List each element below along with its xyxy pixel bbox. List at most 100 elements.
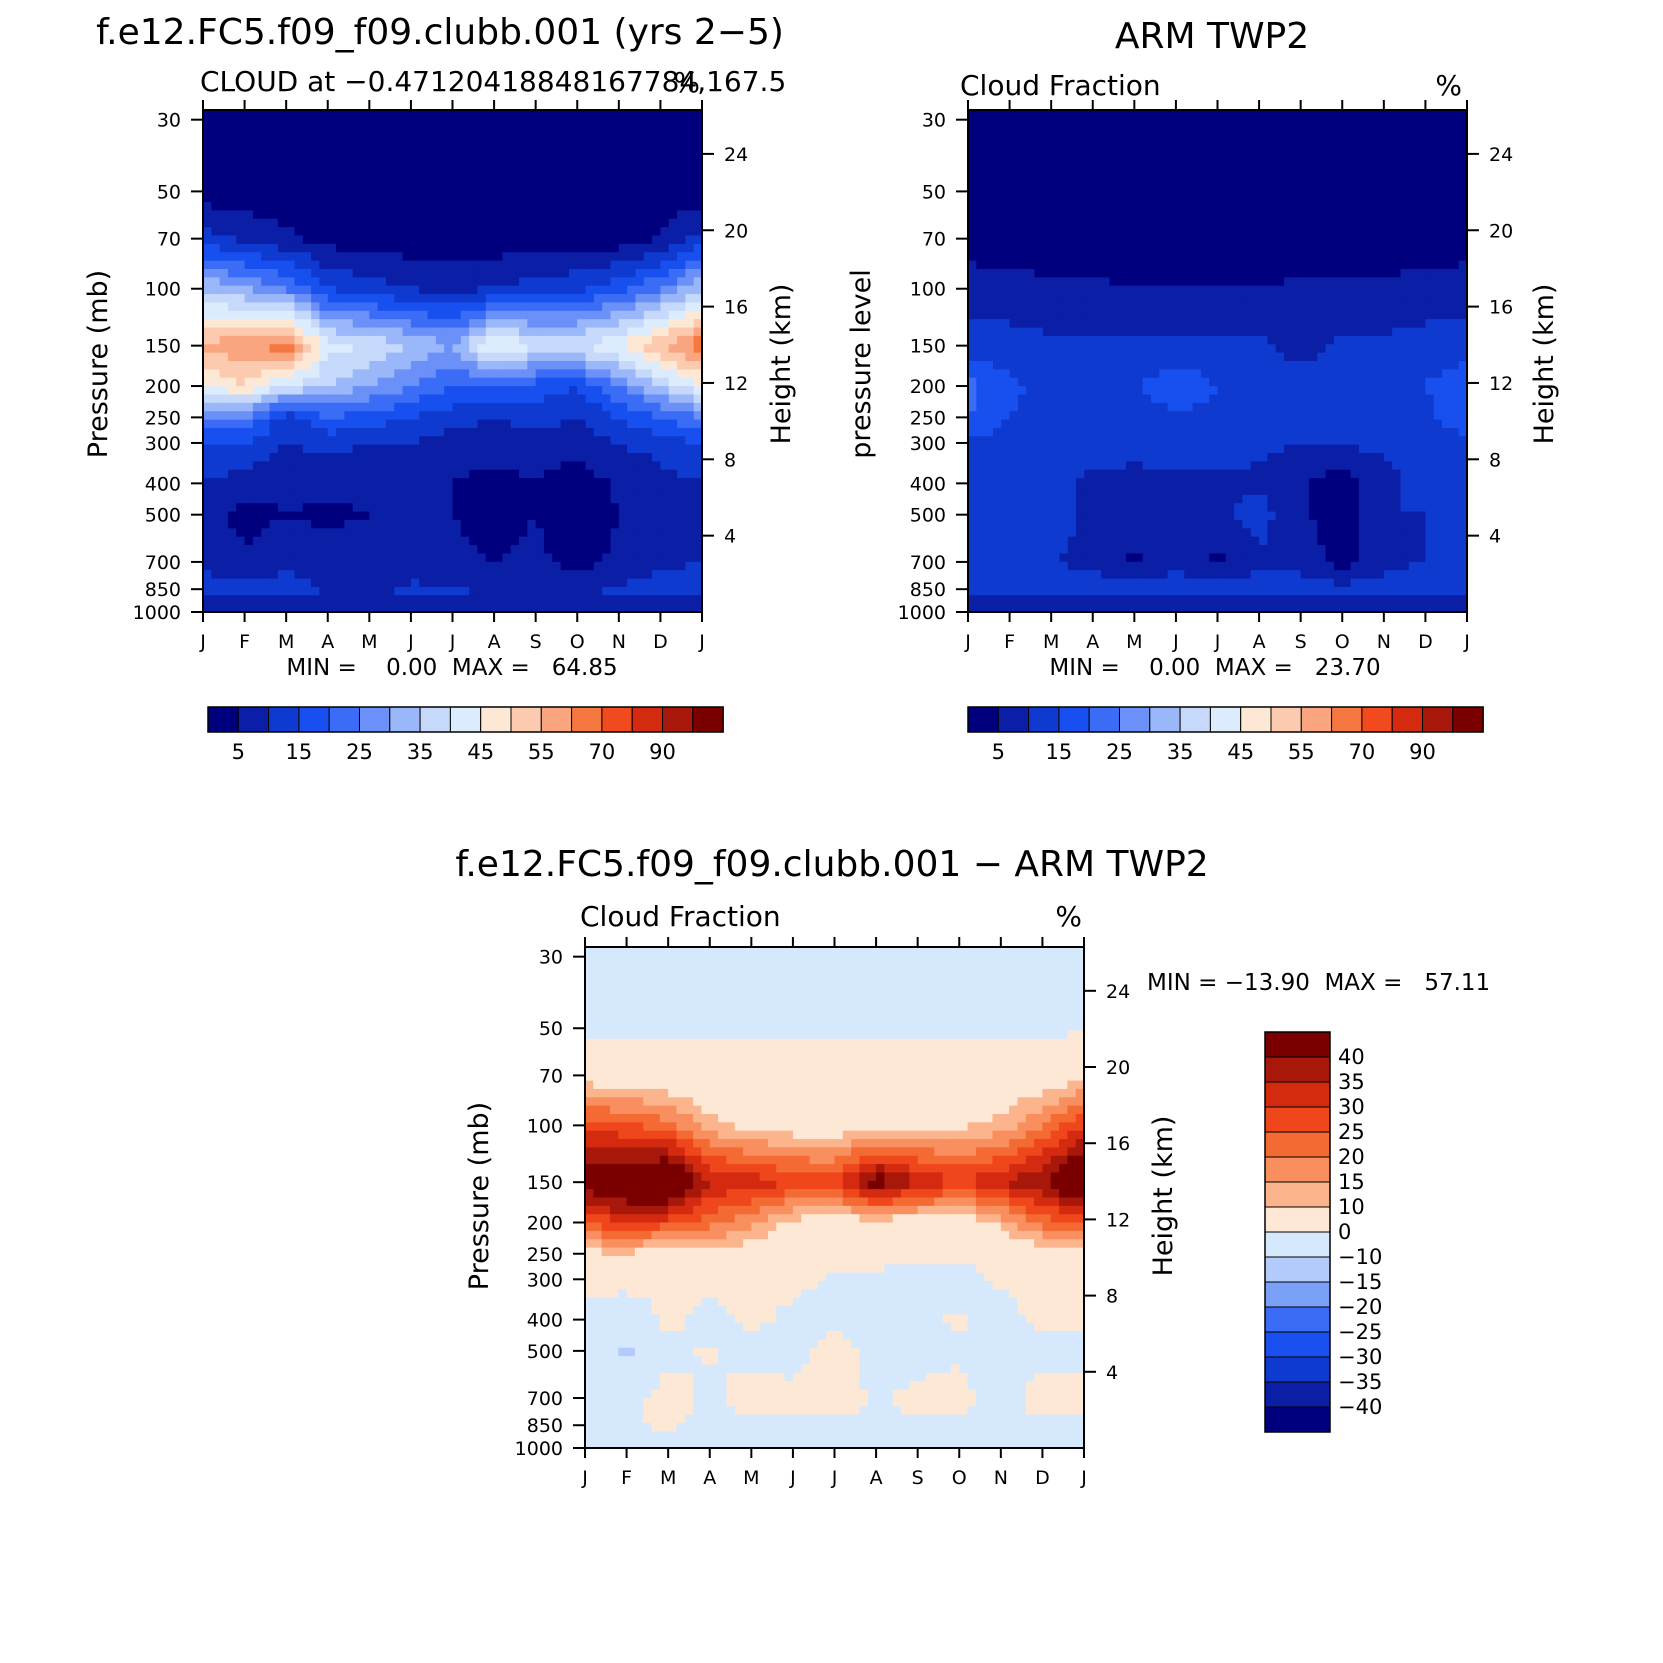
heatmap-cell	[593, 427, 603, 437]
heatmap-cell	[1450, 126, 1460, 136]
heatmap-cell	[527, 176, 537, 186]
heatmap-cell	[402, 185, 412, 195]
heatmap-cell	[211, 252, 221, 262]
heatmap-cell	[1026, 135, 1036, 145]
heatmap-cell	[1392, 176, 1402, 186]
heatmap-cell	[560, 319, 570, 329]
heatmap-cell	[261, 553, 271, 563]
heatmap-cell	[652, 436, 662, 446]
heatmap-cell	[477, 486, 487, 496]
heatmap-cell	[1450, 176, 1460, 186]
heatmap-cell	[252, 377, 262, 387]
heatmap-cell	[577, 528, 587, 538]
heatmap-cell	[527, 126, 537, 136]
heatmap-cell	[1242, 218, 1252, 228]
heatmap-cell	[668, 553, 678, 563]
heatmap-cell	[1425, 277, 1435, 287]
heatmap-cell	[410, 193, 420, 203]
heatmap-cell	[344, 302, 354, 312]
heatmap-cell	[435, 268, 445, 278]
heatmap-cell	[344, 135, 354, 145]
heatmap-cell	[419, 561, 429, 571]
heatmap-cell	[627, 310, 637, 320]
heatmap-cell	[1109, 218, 1119, 228]
heatmap-cell	[227, 335, 237, 345]
heatmap-cell	[1392, 202, 1402, 211]
heatmap-cell	[1042, 252, 1052, 262]
heatmap-cell	[1408, 268, 1418, 278]
heatmap-cell	[1225, 126, 1235, 136]
heatmap-cell	[1284, 193, 1293, 203]
heatmap-cell	[311, 444, 321, 454]
heatmap-cell	[593, 586, 603, 596]
heatmap-cell	[610, 260, 620, 270]
heatmap-cell	[1067, 202, 1077, 211]
heatmap-cell	[693, 126, 703, 136]
heatmap-cell	[344, 151, 354, 161]
heatmap-cell	[319, 319, 329, 329]
heatmap-cell	[627, 570, 637, 580]
heatmap-cell	[252, 118, 262, 128]
heatmap-cell	[652, 402, 662, 412]
heatmap-cell	[435, 394, 445, 404]
heatmap-cell	[336, 243, 345, 253]
heatmap-cell	[1126, 168, 1135, 178]
heatmap-cell	[643, 528, 653, 538]
heatmap-cell	[1442, 135, 1451, 145]
heatmap-cell	[585, 268, 595, 278]
heatmap-cell	[610, 218, 620, 228]
heatmap-cell	[427, 503, 437, 513]
heatmap-cell	[577, 202, 587, 211]
heatmap-cell	[1242, 193, 1252, 203]
heatmap-cell	[976, 268, 986, 278]
heatmap-cell	[685, 427, 695, 437]
heatmap-cell	[1317, 151, 1327, 161]
heatmap-cell	[269, 202, 279, 211]
heatmap-cell	[286, 319, 296, 329]
heatmap-cell	[460, 486, 470, 496]
heatmap-cell	[635, 553, 645, 563]
heatmap-cell	[552, 185, 562, 195]
heatmap-cell	[302, 227, 312, 237]
heatmap-cell	[410, 227, 420, 237]
heatmap-cell	[469, 168, 479, 178]
colorbar-swatch	[389, 706, 421, 733]
heatmap-cell	[277, 453, 287, 462]
heatmap-cell	[602, 310, 612, 320]
heatmap-cell	[219, 486, 229, 496]
heatmap-cell	[1325, 143, 1335, 153]
heatmap-cell	[602, 344, 612, 354]
heatmap-cell	[252, 419, 262, 429]
heatmap-cell	[1217, 210, 1227, 220]
heatmap-cell	[236, 461, 246, 471]
heatmap-cell	[327, 243, 337, 253]
heatmap-cell	[543, 210, 553, 220]
heatmap-cell	[968, 202, 977, 211]
heatmap-cell	[1342, 176, 1352, 186]
heatmap-cell	[585, 478, 595, 488]
heatmap-cell	[269, 344, 279, 354]
heatmap-cell	[361, 285, 370, 295]
heatmap-cell	[1209, 202, 1219, 211]
heatmap-cell	[427, 561, 437, 571]
heatmap-cell	[269, 235, 279, 245]
heatmap-cell	[510, 469, 520, 479]
heatmap-cell	[203, 419, 212, 429]
heatmap-cell	[519, 344, 528, 354]
heatmap-cell	[1117, 202, 1127, 211]
heatmap-cell	[444, 235, 454, 245]
heatmap-cell	[377, 193, 387, 203]
heatmap-cell	[452, 335, 462, 345]
heatmap-cell	[1175, 118, 1185, 128]
heatmap-cell	[394, 361, 404, 370]
heatmap-cell	[652, 528, 662, 538]
heatmap-cell	[219, 110, 229, 119]
heatmap-cell	[652, 227, 662, 237]
heatmap-cell	[652, 143, 662, 153]
heatmap-cell	[494, 469, 503, 479]
heatmap-cell	[610, 603, 620, 613]
heatmap-cell	[643, 570, 653, 580]
heatmap-cell	[527, 595, 537, 605]
heatmap-cell	[535, 419, 545, 429]
heatmap-cell	[585, 218, 595, 228]
